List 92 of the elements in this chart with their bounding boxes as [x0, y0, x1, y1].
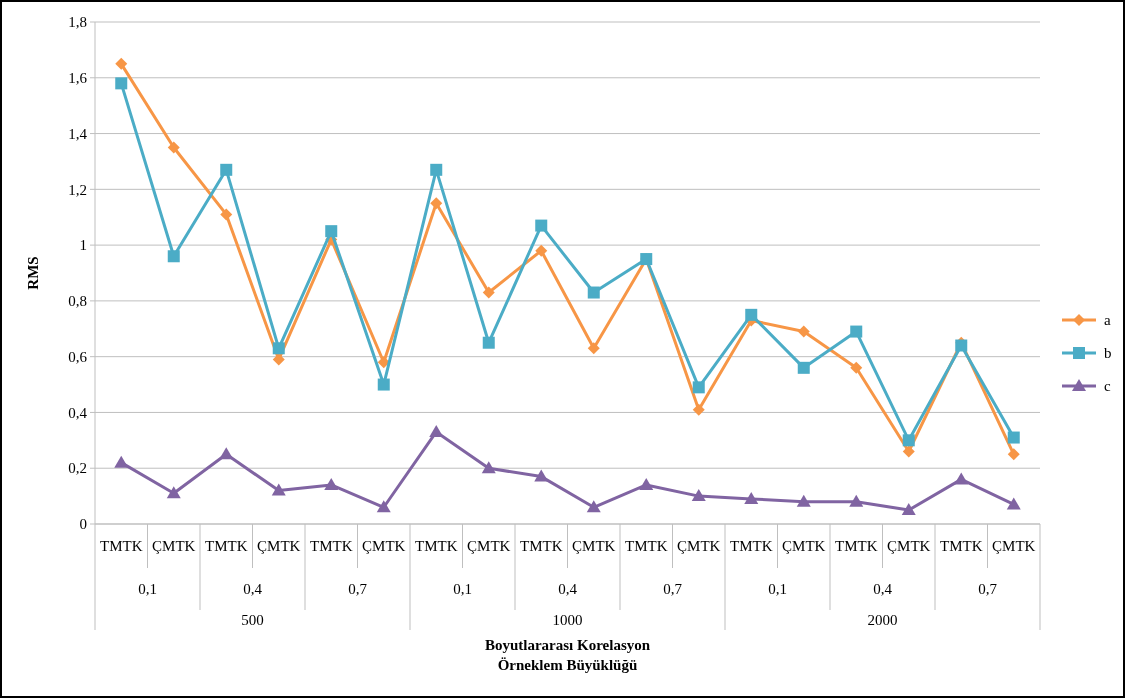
text: 0,4 [873, 581, 893, 598]
point [691, 489, 706, 502]
point [115, 57, 128, 70]
y-tick-label: 0,8 [68, 293, 87, 310]
point [850, 361, 863, 374]
text: 2000 [867, 612, 898, 629]
x-tick-label: ÇMTK [467, 538, 511, 555]
x-tick-label: TMTK [310, 538, 353, 555]
point [745, 308, 758, 321]
point [535, 244, 548, 257]
y-tick-label: 0,6 [68, 348, 88, 365]
point [167, 250, 180, 263]
y-tick-label: 0 [79, 516, 87, 533]
point [272, 342, 285, 355]
y-axis-title: RMS [25, 256, 41, 290]
point [114, 455, 129, 468]
point [902, 434, 915, 447]
x-tick-label: TMTK [520, 538, 563, 555]
text: 0,7 [663, 581, 683, 598]
point [954, 472, 969, 485]
x-tick-label: ÇMTK [887, 538, 931, 555]
x-tick-label: TMTK [835, 538, 878, 555]
legend-label: a [1104, 312, 1111, 329]
x-tick-label: TMTK [415, 538, 458, 555]
x-tick-label: ÇMTK [572, 538, 616, 555]
point [272, 353, 285, 366]
point [534, 469, 549, 482]
text: 0,7 [978, 581, 998, 598]
point [639, 477, 654, 490]
x-tick-label: TMTK [940, 538, 983, 555]
point [115, 77, 128, 90]
point [324, 477, 339, 490]
point [482, 336, 495, 349]
y-tick-label: 0,4 [68, 404, 88, 421]
x-tick-label: ÇMTK [992, 538, 1036, 555]
x-tick-label: TMTK [205, 538, 248, 555]
text: 0,4 [558, 581, 578, 598]
legend-label: c [1104, 378, 1111, 395]
x-tick-label: TMTK [625, 538, 668, 555]
x-tick-label: ÇMTK [257, 538, 301, 555]
point [1007, 448, 1020, 461]
y-tick-label: 1,2 [68, 181, 87, 198]
x-tick-label: TMTK [100, 538, 143, 555]
point [220, 163, 233, 176]
y-tick-label: 1,6 [68, 70, 88, 87]
text: 0,1 [453, 581, 472, 598]
point [481, 461, 496, 474]
point [167, 141, 180, 154]
point [744, 491, 759, 504]
point [850, 325, 863, 338]
point [587, 342, 600, 355]
point [796, 494, 811, 507]
y-tick-label: 1 [79, 237, 87, 254]
point [430, 197, 443, 210]
x-tick-label: ÇMTK [677, 538, 721, 555]
point [1006, 497, 1021, 510]
point [797, 325, 810, 338]
point [692, 381, 705, 394]
text: 0,1 [768, 581, 787, 598]
point [376, 500, 391, 513]
point [166, 486, 181, 499]
point [220, 208, 233, 221]
point [1007, 431, 1020, 444]
y-tick-label: 1,4 [68, 125, 88, 142]
point [692, 403, 705, 416]
x-tick-label: ÇMTK [152, 538, 196, 555]
x-tick-label: ÇMTK [362, 538, 406, 555]
text: 0,4 [243, 581, 263, 598]
x-tick-label: ÇMTK [782, 538, 826, 555]
point [377, 378, 390, 391]
point [586, 500, 601, 513]
point [797, 361, 810, 374]
point [535, 219, 548, 232]
text: 0,7 [348, 581, 368, 598]
point [271, 483, 286, 496]
point [482, 286, 495, 299]
point [901, 503, 916, 516]
point [587, 286, 600, 299]
text: 0,1 [138, 581, 157, 598]
text: 500 [241, 612, 264, 629]
text: 1000 [552, 612, 583, 629]
point [219, 447, 234, 460]
point [429, 424, 444, 437]
legend-label: b [1104, 345, 1112, 362]
point [325, 225, 338, 238]
y-tick-label: 1,8 [68, 14, 87, 31]
point [902, 445, 915, 458]
y-tick-label: 0,2 [68, 460, 87, 477]
point [849, 494, 864, 507]
point [430, 163, 443, 176]
text: Boyutlararası Korelasyon Örneklem Büyüklüğü [484, 637, 651, 673]
x-tick-label: TMTK [730, 538, 773, 555]
